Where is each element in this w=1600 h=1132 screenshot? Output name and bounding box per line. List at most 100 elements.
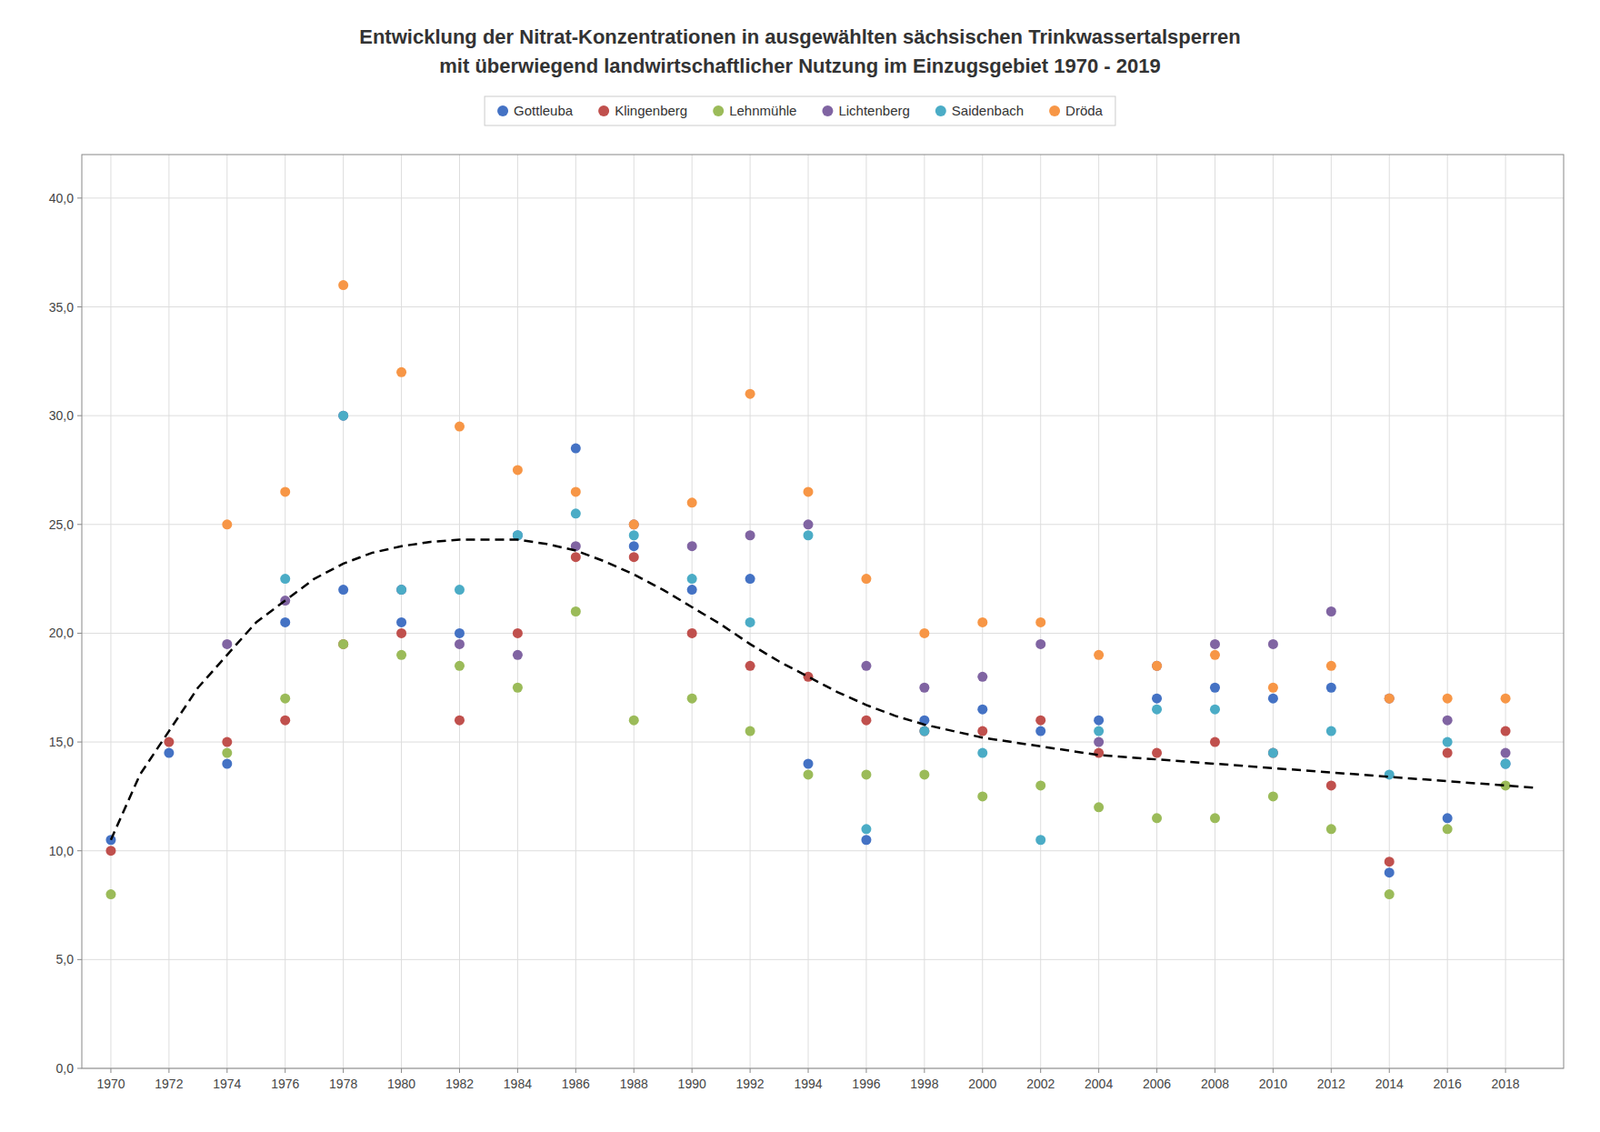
x-tick-label: 2008 <box>1200 1076 1230 1091</box>
point <box>512 650 523 660</box>
point <box>687 540 698 551</box>
point <box>687 573 698 584</box>
x-tick-label: 2018 <box>1491 1076 1520 1091</box>
point <box>338 639 349 650</box>
point <box>745 660 756 671</box>
point <box>687 497 698 508</box>
legend-marker <box>821 105 833 117</box>
plot-frame <box>81 154 1564 1069</box>
point <box>338 410 349 421</box>
point <box>454 421 465 432</box>
point <box>1210 737 1220 748</box>
point <box>1151 748 1162 759</box>
x-grid-line <box>633 154 635 1069</box>
point <box>1326 682 1337 693</box>
point <box>919 769 930 780</box>
point <box>1500 748 1511 759</box>
point <box>454 660 465 671</box>
point <box>454 715 465 726</box>
point <box>338 639 349 650</box>
point <box>512 682 523 693</box>
series <box>110 540 1535 840</box>
x-tick <box>459 1068 460 1073</box>
point <box>860 660 871 671</box>
y-tick <box>77 850 82 851</box>
point <box>1093 715 1104 726</box>
point <box>1268 639 1279 650</box>
x-grid-line <box>981 154 983 1069</box>
point <box>1035 780 1046 790</box>
x-tick-label: 1970 <box>96 1076 125 1091</box>
x-tick <box>226 1068 228 1073</box>
point <box>105 889 116 900</box>
x-tick-label: 1982 <box>445 1076 474 1091</box>
x-tick <box>575 1068 577 1073</box>
point <box>221 759 232 770</box>
point <box>1093 737 1104 748</box>
x-grid-line <box>342 154 344 1069</box>
x-grid-line <box>923 154 925 1069</box>
x-tick <box>1098 1068 1100 1073</box>
point <box>860 715 871 726</box>
point <box>1442 737 1453 748</box>
x-grid-line <box>110 154 111 1069</box>
point <box>1384 769 1395 780</box>
point <box>1093 650 1104 660</box>
x-tick-label: 2002 <box>1026 1076 1055 1091</box>
legend-marker <box>598 105 610 117</box>
point <box>512 464 523 475</box>
point <box>1500 759 1511 770</box>
x-tick-label: 1994 <box>793 1076 822 1091</box>
point <box>1384 856 1395 867</box>
point <box>105 845 116 856</box>
point <box>803 671 814 682</box>
x-tick-label: 2014 <box>1375 1076 1404 1091</box>
legend-label: Saidenbach <box>951 102 1024 119</box>
point <box>629 540 640 551</box>
x-tick <box>1214 1068 1216 1073</box>
point <box>977 790 988 801</box>
x-tick <box>1505 1068 1507 1073</box>
x-grid-line <box>459 154 460 1069</box>
point <box>629 551 640 562</box>
point <box>919 726 930 737</box>
point <box>977 671 988 682</box>
y-tick-label: 25,0 <box>49 517 74 532</box>
y-tick-label: 5,0 <box>56 951 75 967</box>
point <box>454 628 465 639</box>
legend-marker <box>935 105 947 117</box>
grid <box>81 154 1564 1069</box>
point <box>396 650 407 660</box>
x-tick <box>1040 1068 1041 1073</box>
point <box>919 682 930 693</box>
point <box>745 726 756 737</box>
x-grid-line <box>1214 154 1216 1069</box>
y-grid-line <box>81 306 1564 308</box>
series <box>105 443 1510 879</box>
point <box>396 617 407 628</box>
point <box>1442 715 1453 726</box>
x-tick <box>691 1068 693 1073</box>
x-tick <box>284 1068 286 1073</box>
x-tick-label: 1974 <box>212 1076 241 1091</box>
point <box>1093 748 1104 759</box>
legend-marker <box>712 105 724 117</box>
point <box>570 443 581 454</box>
point <box>1442 693 1453 704</box>
point <box>1384 889 1395 900</box>
x-tick <box>808 1068 810 1073</box>
x-tick-label: 2006 <box>1142 1076 1171 1091</box>
x-tick-label: 2010 <box>1259 1076 1288 1091</box>
x-grid-line <box>517 154 519 1069</box>
point <box>1384 867 1395 878</box>
point <box>1500 693 1511 704</box>
x-tick-label: 1988 <box>620 1076 649 1091</box>
y-tick <box>77 306 82 308</box>
x-tick-label: 1992 <box>736 1076 765 1091</box>
x-tick <box>923 1068 925 1073</box>
point <box>1268 748 1279 759</box>
point <box>1326 660 1337 671</box>
x-grid-line <box>691 154 693 1069</box>
point <box>1151 704 1162 715</box>
y-tick-label: 35,0 <box>49 300 74 315</box>
